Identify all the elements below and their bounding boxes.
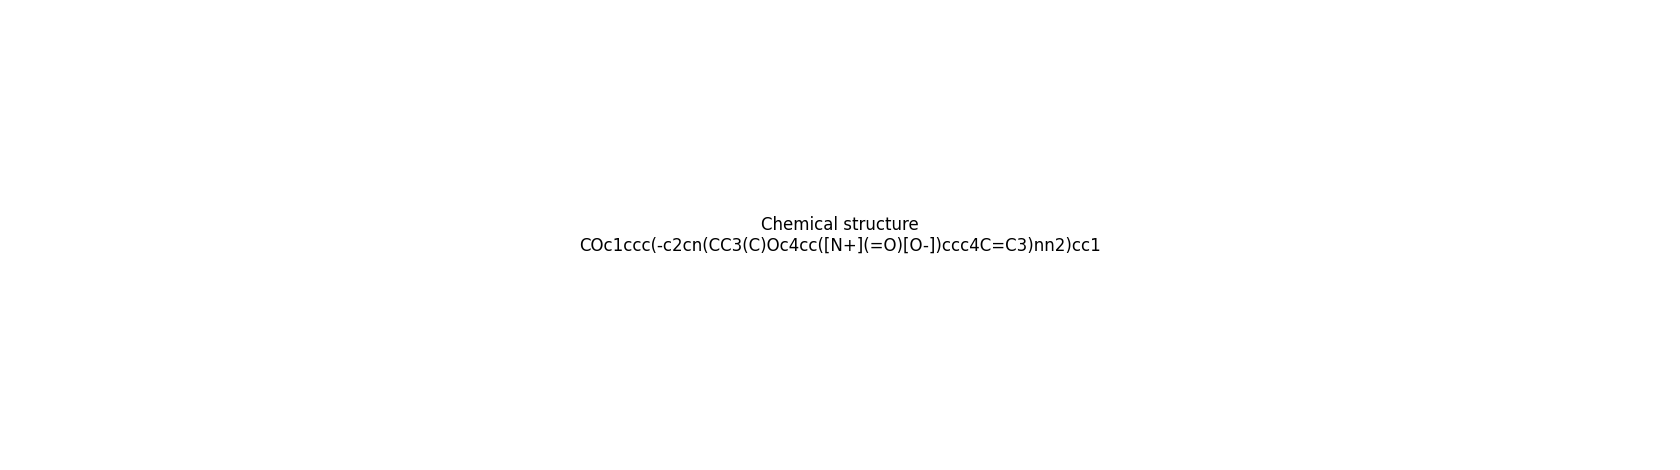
Text: Chemical structure
COc1ccc(-c2cn(CC3(C)Oc4cc([N+](=O)[O-])ccc4C=C3)nn2)cc1: Chemical structure COc1ccc(-c2cn(CC3(C)O… bbox=[580, 216, 1100, 254]
